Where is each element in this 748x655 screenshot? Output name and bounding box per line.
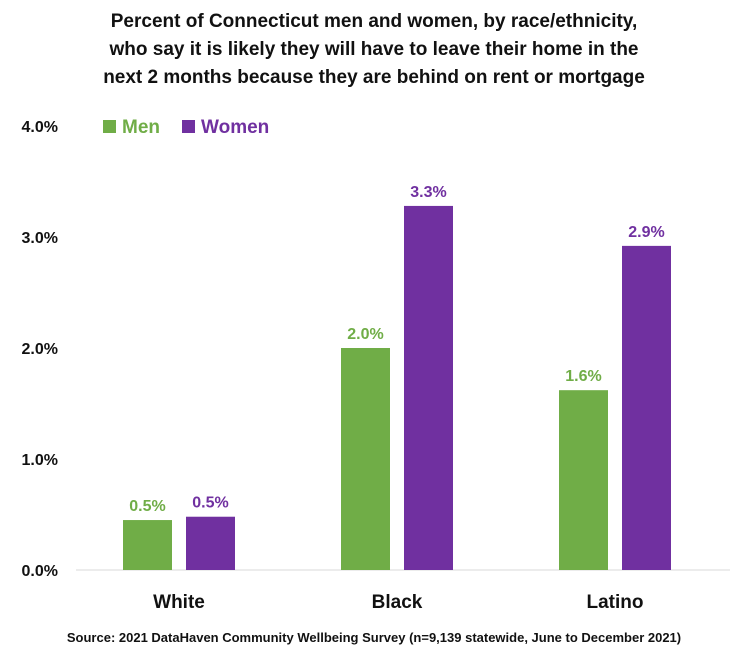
y-tick-label: 2.0%: [22, 341, 58, 358]
x-axis: White Black Latino: [153, 592, 643, 613]
bar-women-black: [404, 205, 453, 571]
bar-labels: 0.5% 0.5% 2.0% 3.3% 1.6% 2.9%: [129, 184, 664, 515]
bar-women-white: [186, 516, 235, 570]
y-axis: 0.0% 1.0% 2.0% 3.0% 4.0%: [22, 119, 58, 580]
legend-swatch: [182, 120, 195, 133]
data-label: 0.5%: [192, 495, 228, 512]
x-tick-label: Black: [372, 592, 423, 613]
legend-label: Men: [122, 117, 160, 138]
legend-label: Women: [201, 117, 269, 138]
data-label: 3.3%: [410, 184, 446, 201]
bar-men-white: [123, 520, 172, 570]
chart-title-line-1: Percent of Connecticut men and women, by…: [110, 11, 638, 32]
bars: [123, 205, 671, 571]
bar-men-black: [341, 348, 390, 570]
data-label: 0.5%: [129, 498, 165, 515]
y-tick-label: 0.0%: [22, 563, 58, 580]
x-tick-label: White: [153, 592, 205, 613]
data-label: 2.0%: [347, 326, 383, 343]
data-label: 1.6%: [565, 368, 601, 385]
bar-women-latino: [622, 245, 671, 570]
x-tick-label: Latino: [587, 592, 644, 613]
legend: Men Women: [103, 117, 269, 138]
chart-title-line-2: who say it is likely they will have to l…: [109, 39, 639, 60]
legend-swatch: [103, 120, 116, 133]
y-tick-label: 4.0%: [22, 119, 58, 136]
y-tick-label: 3.0%: [22, 230, 58, 247]
chart-title-line-3: next 2 months because they are behind on…: [103, 67, 645, 88]
data-label: 2.9%: [628, 224, 664, 241]
y-tick-label: 1.0%: [22, 452, 58, 469]
chart-title: Percent of Connecticut men and women, by…: [0, 8, 748, 92]
source-note: Source: 2021 DataHaven Community Wellbei…: [66, 630, 682, 645]
bar-men-latino: [559, 390, 608, 570]
